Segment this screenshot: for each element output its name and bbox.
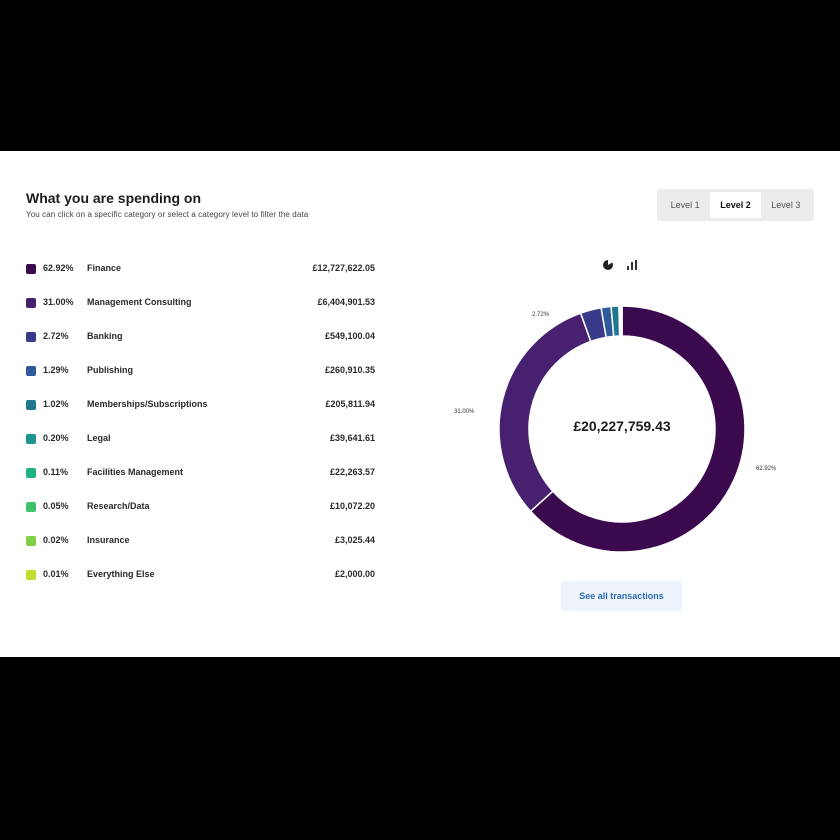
legend-category: Management Consulting [87,297,192,307]
level-1-button[interactable]: Level 1 [660,192,710,218]
legend-category: Banking [87,331,123,341]
legend-row-finance[interactable]: 62.92% Finance £12,727,622.05 [26,262,378,296]
legend-percentage: 0.01% [43,569,69,579]
legend-swatch [26,298,36,308]
legend-percentage: 62.92% [43,263,74,273]
legend-category: Publishing [87,365,133,375]
slice-label-finance: 62.92% [756,466,777,472]
spending-panel: What you are spending on You can click o… [0,151,840,657]
pie-icon[interactable] [602,258,614,270]
legend-category: Everything Else [87,569,155,579]
legend-amount: £12,727,622.05 [312,263,375,273]
legend-row-publishing[interactable]: 1.29% Publishing £260,910.35 [26,364,378,398]
level-switch: Level 1 Level 2 Level 3 [657,189,814,221]
legend-swatch [26,468,36,478]
category-legend: 62.92% Finance £12,727,622.05 31.00% Managem… [26,262,378,602]
legend-category: Finance [87,263,122,273]
legend-category: Insurance [87,535,130,545]
see-all-transactions-button[interactable]: See all transactions [561,581,682,611]
bar-chart-icon[interactable] [626,258,638,270]
legend-amount: £6,404,901.53 [317,297,375,307]
legend-amount: £549,100.04 [324,331,375,341]
legend-percentage: 1.29% [43,365,69,375]
legend-category: Legal [87,433,111,443]
legend-amount: £3,025.44 [334,535,375,545]
legend-row-facilities-management[interactable]: 0.11% Facilities Management £22,263.57 [26,466,378,500]
donut-chart: £20,227,759.43 62.92% 31.00% 2.72% [440,291,780,561]
legend-amount: £10,072.20 [329,501,375,511]
legend-amount: £22,263.57 [329,467,375,477]
legend-amount: £2,000.00 [334,569,375,579]
legend-row-legal[interactable]: 0.20% Legal £39,641.61 [26,432,378,466]
legend-row-research-data[interactable]: 0.05% Research/Data £10,072.20 [26,500,378,534]
legend-percentage: 0.05% [43,501,69,511]
legend-category: Research/Data [87,501,150,511]
legend-swatch [26,502,36,512]
legend-percentage: 31.00% [43,297,74,307]
legend-swatch [26,366,36,376]
donut-slice-finance[interactable] [529,305,746,553]
legend-row-everything-else[interactable]: 0.01% Everything Else £2,000.00 [26,568,378,602]
panel-subtitle: You can click on a specific category or … [26,210,309,219]
panel-title: What you are spending on [26,190,202,206]
slice-label-banking: 2.72% [532,312,550,318]
legend-swatch [26,434,36,444]
legend-swatch [26,570,36,580]
donut-slice-management-consulting[interactable] [498,312,592,513]
legend-swatch [26,264,36,274]
legend-amount: £39,641.61 [329,433,375,443]
legend-category: Facilities Management [87,467,184,477]
legend-percentage: 2.72% [43,331,69,341]
legend-swatch [26,536,36,546]
legend-category: Memberships/Subscriptions [87,399,208,409]
legend-amount: £205,811.94 [325,399,375,409]
legend-amount: £260,910.35 [324,365,375,375]
legend-percentage: 0.02% [43,535,69,545]
legend-swatch [26,332,36,342]
legend-row-insurance[interactable]: 0.02% Insurance £3,025.44 [26,534,378,568]
slice-label-management-consulting: 31.00% [454,409,475,415]
level-2-button[interactable]: Level 2 [710,192,761,218]
legend-percentage: 0.20% [43,433,69,443]
legend-percentage: 0.11% [43,467,69,477]
legend-row-management-consulting[interactable]: 31.00% Management Consulting £6,404,901.53 [26,296,378,330]
donut-chart-svg [498,305,746,553]
legend-row-banking[interactable]: 2.72% Banking £549,100.04 [26,330,378,364]
level-3-button[interactable]: Level 3 [761,192,811,218]
legend-row-memberships-subscriptions[interactable]: 1.02% Memberships/Subscriptions £205,811.9… [26,398,378,432]
legend-swatch [26,400,36,410]
legend-percentage: 1.02% [43,399,69,409]
donut-center-total: £20,227,759.43 [573,418,671,434]
